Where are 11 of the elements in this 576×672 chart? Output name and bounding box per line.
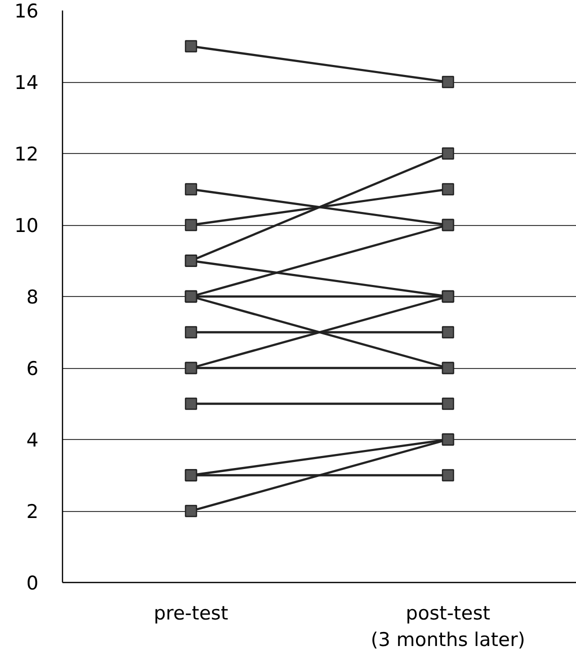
y-tick-label: 2 bbox=[26, 501, 39, 523]
y-tick-label: 8 bbox=[26, 286, 39, 308]
y-tick-label: 6 bbox=[26, 358, 39, 380]
y-tick-label: 4 bbox=[26, 430, 39, 452]
x-tick-label: post-test (3 months later) bbox=[370, 602, 526, 651]
y-tick-label: 16 bbox=[14, 0, 39, 22]
y-tick-label: 10 bbox=[14, 215, 39, 237]
y-tick-label: 12 bbox=[14, 144, 39, 166]
y-tick-label: 0 bbox=[26, 572, 39, 594]
y-tick-label: 14 bbox=[14, 72, 39, 94]
x-tick-label: pre-test bbox=[154, 602, 228, 624]
